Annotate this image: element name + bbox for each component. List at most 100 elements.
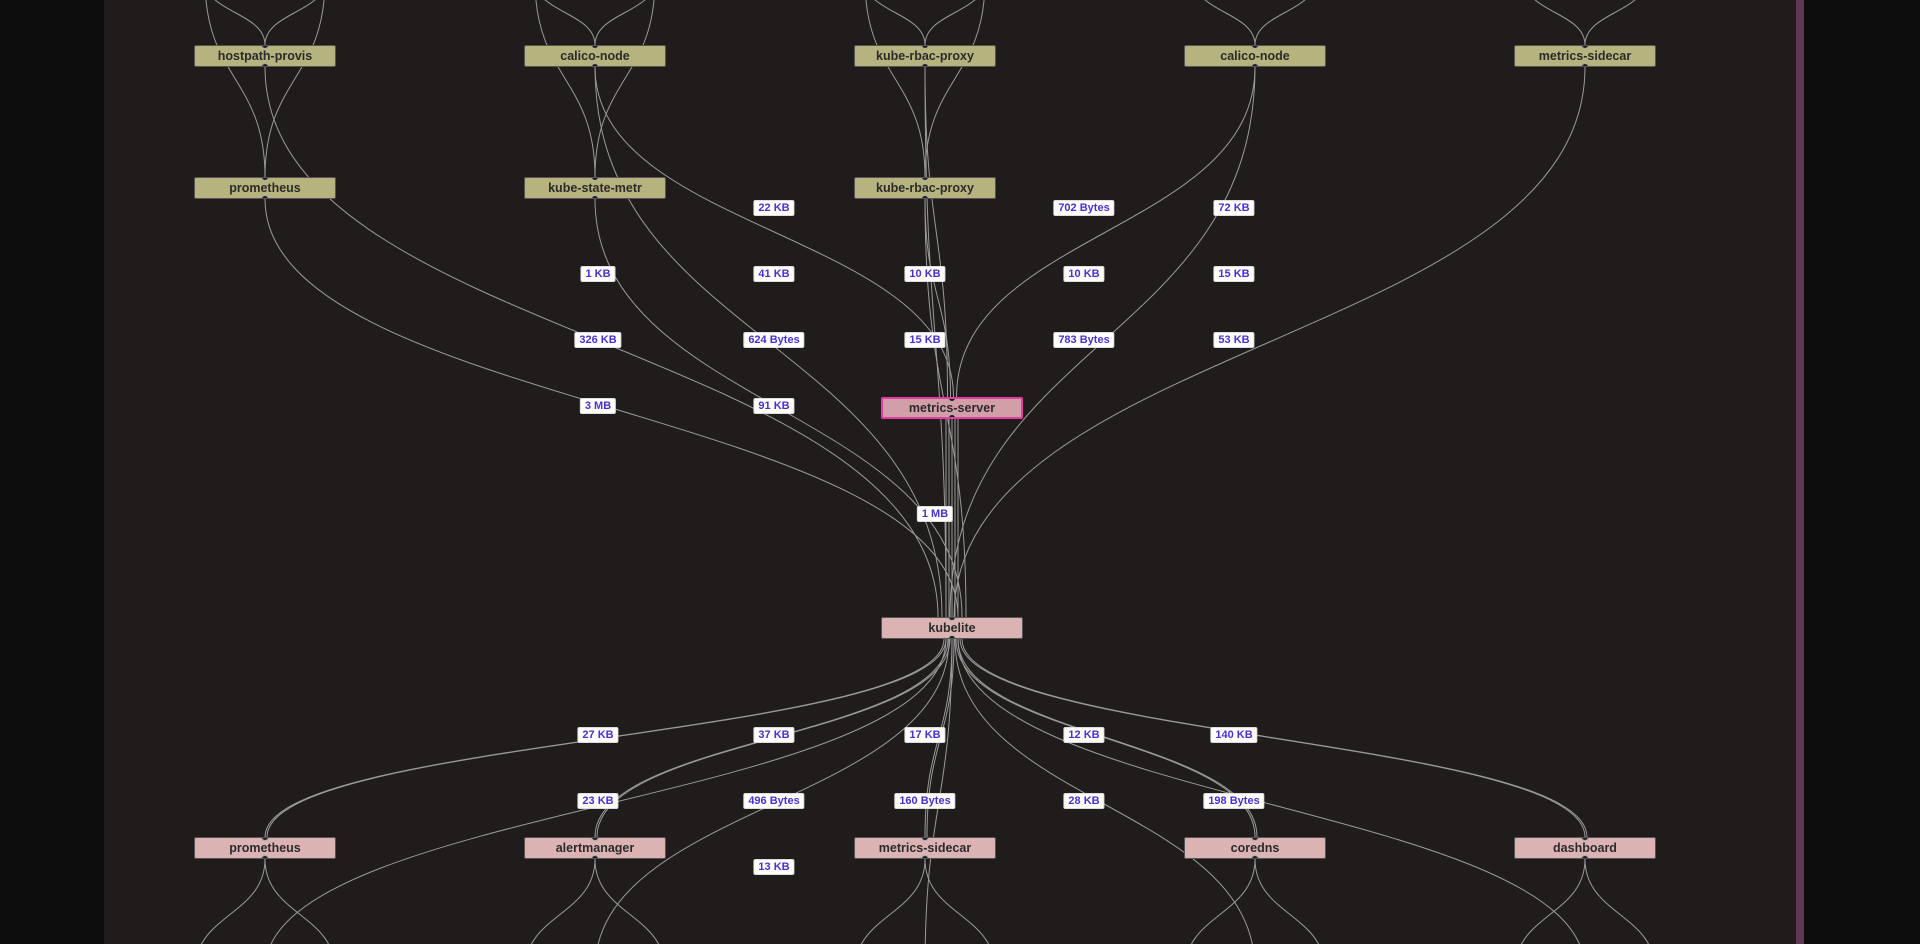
- edge-size-badge: 41 KB: [753, 266, 794, 282]
- node-kubelite[interactable]: kubelite: [881, 617, 1023, 639]
- edge-size-badge: 702 Bytes: [1053, 200, 1114, 216]
- node-label: dashboard: [1553, 841, 1617, 855]
- port-bottom: [261, 855, 269, 859]
- edge-size-badge: 13 KB: [753, 859, 794, 875]
- node-calico-node-1[interactable]: calico-node: [524, 45, 666, 67]
- node-metrics-sidecar-bot[interactable]: metrics-sidecar: [854, 837, 996, 859]
- port-bottom: [921, 855, 929, 859]
- edge-size-badge: 15 KB: [1213, 266, 1254, 282]
- edge: [535, 0, 595, 45]
- edge: [535, 0, 595, 177]
- edge-size-badge: 15 KB: [904, 332, 945, 348]
- network-diagram-canvas[interactable]: hostpath-provis calico-node kube-rbac-prox…: [104, 0, 1804, 944]
- edge: [925, 0, 985, 45]
- node-label: metrics-sidecar: [879, 841, 971, 855]
- node-label: kubelite: [928, 621, 975, 635]
- edge: [525, 859, 595, 944]
- node-metrics-sidecar-top[interactable]: metrics-sidecar: [1514, 45, 1656, 67]
- edge: [595, 859, 665, 944]
- edge: [1255, 0, 1315, 45]
- edge: [595, 0, 655, 45]
- edge: [1255, 859, 1325, 944]
- node-label: kube-rbac-proxy: [876, 49, 974, 63]
- vertical-scrollbar[interactable]: [1796, 0, 1804, 944]
- edge-size-badge: 12 KB: [1063, 727, 1104, 743]
- port-bottom: [1581, 63, 1589, 67]
- edge-size-badge: 1 MB: [917, 506, 953, 522]
- node-label: metrics-server: [909, 401, 995, 415]
- edge: [1195, 0, 1255, 45]
- edge: [595, 639, 949, 944]
- node-label: kube-rbac-proxy: [876, 181, 974, 195]
- port-bottom: [1581, 855, 1589, 859]
- edge-size-badge: 496 Bytes: [743, 793, 804, 809]
- port-bottom: [921, 63, 929, 67]
- edge: [954, 67, 1585, 617]
- edge-size-badge: 10 KB: [1063, 266, 1104, 282]
- edge: [865, 0, 925, 177]
- edge: [205, 0, 265, 177]
- node-dashboard[interactable]: dashboard: [1514, 837, 1656, 859]
- node-calico-node-2[interactable]: calico-node: [1184, 45, 1326, 67]
- port-bottom: [591, 855, 599, 859]
- edge: [1185, 859, 1255, 944]
- port-bottom: [948, 414, 956, 419]
- edge-size-badge: 10 KB: [904, 266, 945, 282]
- edge: [1515, 859, 1585, 944]
- edge: [925, 0, 985, 177]
- edge-size-badge: 27 KB: [577, 727, 618, 743]
- node-label: alertmanager: [556, 841, 635, 855]
- edge: [1525, 0, 1585, 45]
- edge: [925, 639, 952, 944]
- edge: [265, 639, 946, 944]
- edge-size-badge: 3 MB: [580, 398, 616, 414]
- node-kube-rbac-proxy-1[interactable]: kube-rbac-proxy: [854, 45, 996, 67]
- edge-size-badge: 160 Bytes: [894, 793, 955, 809]
- node-label: prometheus: [229, 181, 301, 195]
- node-label: prometheus: [229, 841, 301, 855]
- node-label: hostpath-provis: [218, 49, 312, 63]
- node-kube-state-metr[interactable]: kube-state-metr: [524, 177, 666, 199]
- edge: [855, 859, 925, 944]
- node-alertmanager[interactable]: alertmanager: [524, 837, 666, 859]
- node-kube-rbac-proxy-2[interactable]: kube-rbac-proxy: [854, 177, 996, 199]
- edge: [958, 639, 1585, 944]
- node-label: calico-node: [1220, 49, 1289, 63]
- node-label: calico-node: [560, 49, 629, 63]
- edge: [265, 0, 325, 45]
- edge: [925, 859, 995, 944]
- edge: [1585, 859, 1655, 944]
- edge-size-badge: 23 KB: [577, 793, 618, 809]
- node-prometheus-bot[interactable]: prometheus: [194, 837, 336, 859]
- edge-size-badge: 72 KB: [1213, 200, 1254, 216]
- edge: [955, 639, 1255, 944]
- node-coredns[interactable]: coredns: [1184, 837, 1326, 859]
- port-bottom: [591, 195, 599, 199]
- edge: [1585, 0, 1645, 45]
- node-metrics-server[interactable]: metrics-server: [881, 397, 1023, 419]
- node-label: metrics-sidecar: [1539, 49, 1631, 63]
- port-bottom: [1251, 855, 1259, 859]
- edge: [962, 639, 1587, 837]
- node-label: coredns: [1231, 841, 1280, 855]
- port-bottom: [261, 63, 269, 67]
- edge: [205, 0, 265, 45]
- node-prometheus-top[interactable]: prometheus: [194, 177, 336, 199]
- edge-size-badge: 326 KB: [574, 332, 621, 348]
- edge: [195, 859, 265, 944]
- edge: [865, 0, 925, 45]
- edge-size-badge: 17 KB: [904, 727, 945, 743]
- edge: [265, 0, 325, 177]
- edge: [265, 859, 335, 944]
- edge-size-badge: 1 KB: [580, 266, 615, 282]
- port-bottom: [1251, 63, 1259, 67]
- port-bottom: [591, 63, 599, 67]
- edge-size-badge: 28 KB: [1063, 793, 1104, 809]
- port-bottom: [948, 635, 956, 639]
- port-bottom: [921, 195, 929, 199]
- node-hostpath-provis[interactable]: hostpath-provis: [194, 45, 336, 67]
- node-label: kube-state-metr: [548, 181, 642, 195]
- edge-size-badge: 37 KB: [753, 727, 794, 743]
- edge: [595, 0, 655, 177]
- edge-size-badge: 624 Bytes: [743, 332, 804, 348]
